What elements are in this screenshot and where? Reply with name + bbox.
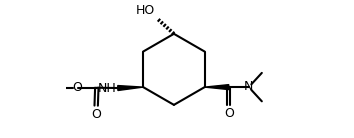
Text: HO: HO [136,4,155,17]
Polygon shape [118,86,143,91]
Text: O: O [73,81,82,94]
Polygon shape [205,85,229,90]
Text: O: O [91,108,101,121]
Text: O: O [224,107,234,120]
Text: N: N [244,80,253,93]
Text: NH: NH [98,82,116,95]
